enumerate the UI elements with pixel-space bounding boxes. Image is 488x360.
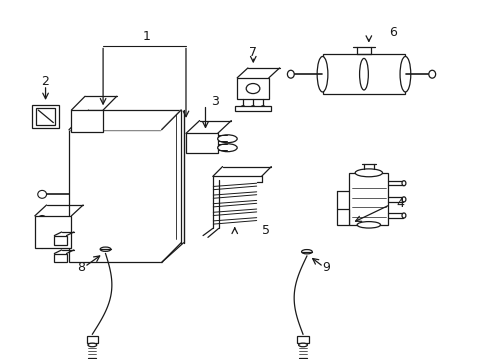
Bar: [234, 107, 271, 111]
Bar: [185, 134, 217, 153]
Ellipse shape: [399, 57, 410, 92]
Ellipse shape: [301, 249, 312, 254]
Ellipse shape: [38, 240, 46, 248]
Ellipse shape: [317, 57, 327, 92]
Text: 6: 6: [388, 27, 396, 40]
Ellipse shape: [356, 222, 380, 228]
Ellipse shape: [88, 343, 97, 347]
Bar: [71, 110, 103, 132]
Ellipse shape: [401, 181, 405, 186]
Text: 4: 4: [396, 197, 404, 210]
Ellipse shape: [428, 70, 435, 78]
Text: 5: 5: [262, 224, 270, 237]
Bar: [35, 216, 71, 248]
Ellipse shape: [401, 197, 405, 202]
Bar: [297, 336, 308, 343]
Ellipse shape: [100, 247, 111, 251]
Text: 7: 7: [249, 46, 257, 59]
Bar: [54, 235, 66, 244]
Ellipse shape: [245, 84, 259, 94]
Bar: [86, 336, 98, 343]
Text: 8: 8: [77, 261, 85, 274]
Bar: [322, 54, 405, 94]
Ellipse shape: [401, 213, 405, 218]
Text: 2: 2: [41, 75, 49, 88]
Text: 1: 1: [143, 30, 151, 43]
Bar: [237, 78, 268, 99]
Bar: [54, 253, 66, 262]
Polygon shape: [69, 110, 181, 130]
Ellipse shape: [287, 70, 294, 78]
Bar: [69, 130, 161, 262]
Ellipse shape: [38, 190, 46, 198]
Ellipse shape: [250, 106, 254, 109]
Ellipse shape: [261, 106, 264, 109]
Ellipse shape: [354, 169, 382, 177]
Ellipse shape: [38, 216, 46, 224]
Text: 3: 3: [211, 95, 219, 108]
Bar: [32, 105, 59, 128]
Ellipse shape: [359, 58, 367, 90]
Ellipse shape: [298, 343, 307, 347]
Polygon shape: [161, 110, 181, 262]
Bar: [36, 108, 55, 125]
Ellipse shape: [241, 106, 244, 109]
Bar: [336, 209, 348, 225]
Ellipse shape: [217, 144, 237, 152]
Text: 9: 9: [322, 261, 330, 274]
Bar: [348, 173, 387, 225]
Ellipse shape: [217, 135, 237, 143]
